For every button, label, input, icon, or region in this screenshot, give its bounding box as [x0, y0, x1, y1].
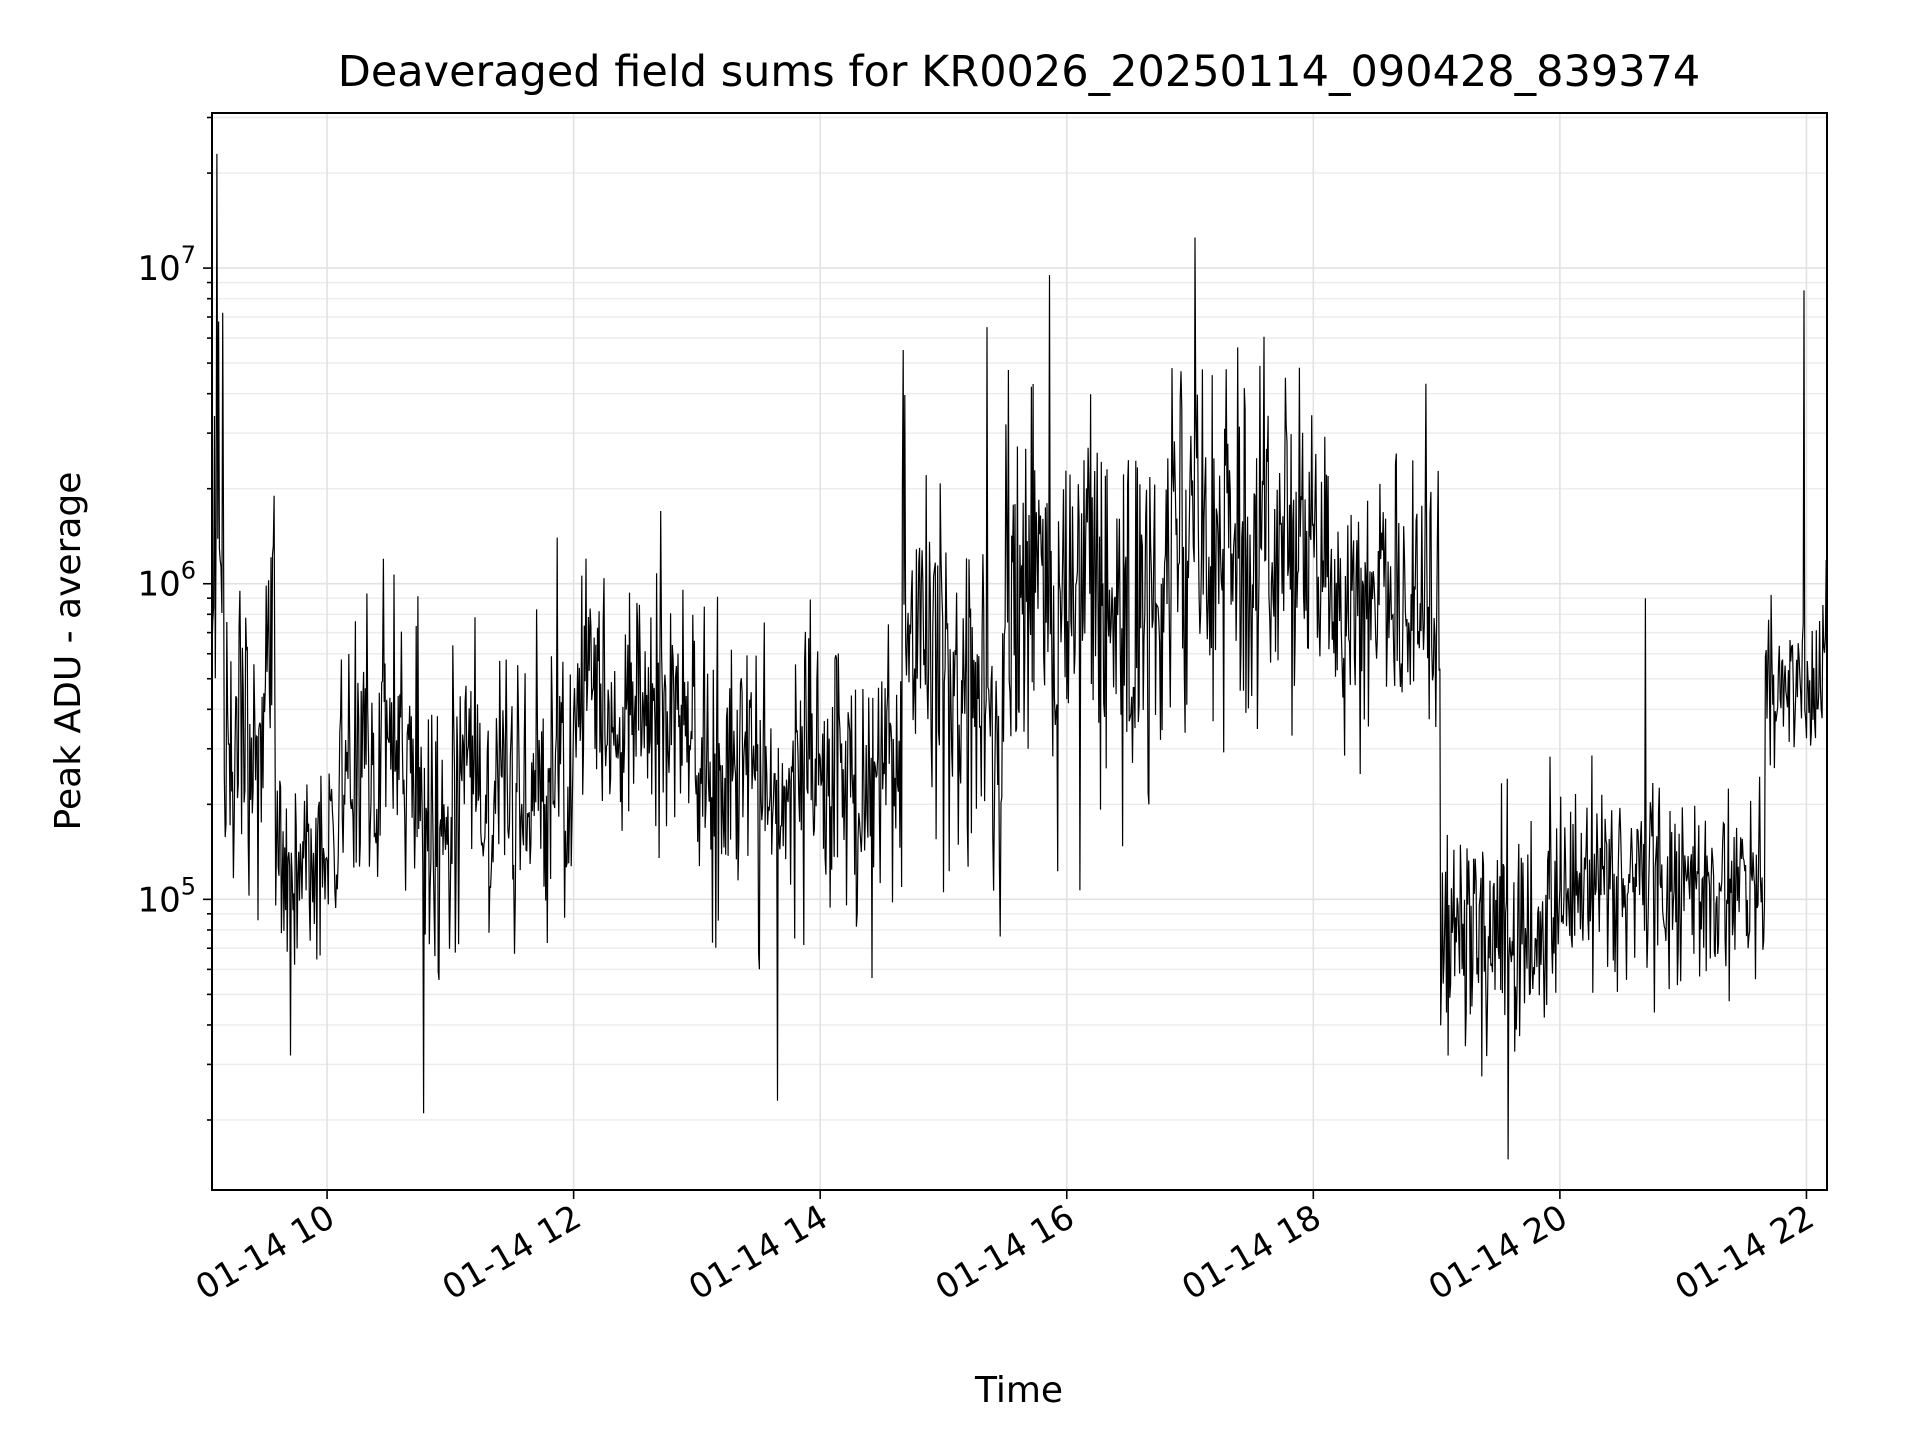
x-tick-label: 01-14 20	[1422, 1197, 1574, 1308]
y-tick-label: 105	[137, 872, 196, 920]
y-tick-label-exponent: 5	[181, 872, 196, 900]
x-tick-label: 01-14 18	[1175, 1197, 1327, 1308]
x-tick-label: 01-14 22	[1669, 1197, 1821, 1308]
y-axis-label: Peak ADU - average	[48, 472, 89, 831]
x-tick-label: 01-14 10	[189, 1197, 341, 1308]
y-tick-label-exponent: 7	[181, 241, 196, 269]
series-line	[211, 153, 1827, 1160]
chart-title: Deaveraged field sums for KR0026_2025011…	[338, 47, 1701, 97]
x-tick-label: 01-14 14	[682, 1197, 834, 1308]
y-tick-label-base: 10	[137, 880, 180, 920]
y-tick-label: 107	[137, 241, 196, 289]
y-tick-label: 106	[137, 557, 196, 605]
y-tick-label-exponent: 6	[181, 557, 196, 585]
x-axis-label: Time	[974, 1370, 1063, 1411]
series-layer	[211, 153, 1827, 1160]
x-tick-label: 01-14 12	[436, 1197, 588, 1308]
y-tick-label-base: 10	[137, 565, 180, 605]
y-tick-label-base: 10	[137, 249, 180, 289]
plot-frame	[211, 112, 1828, 1191]
x-tick-label: 01-14 16	[929, 1197, 1081, 1308]
